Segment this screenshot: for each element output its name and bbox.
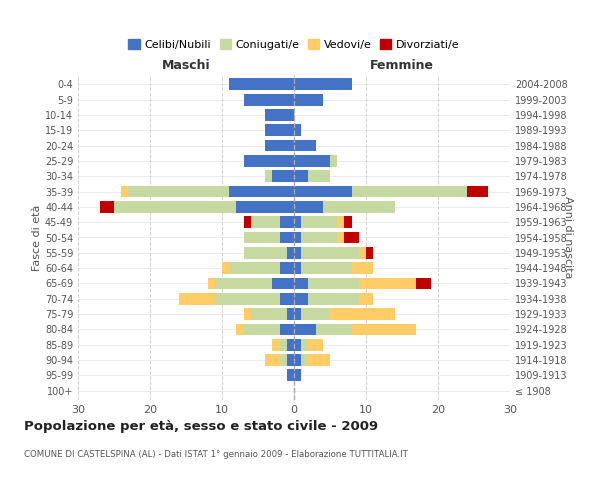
Bar: [287, 370, 294, 382]
Bar: [251, 308, 287, 320]
Legend: Celibi/Nubili, Coniugati/e, Vedovi/e, Divorziati/e: Celibi/Nubili, Coniugati/e, Vedovi/e, Di…: [124, 35, 464, 54]
Bar: [215, 278, 272, 289]
Bar: [280, 339, 287, 351]
Bar: [244, 94, 294, 106]
Bar: [265, 109, 294, 121]
Bar: [294, 140, 316, 151]
Bar: [294, 124, 301, 136]
Bar: [359, 247, 366, 259]
Bar: [294, 308, 301, 320]
Bar: [301, 354, 308, 366]
Bar: [265, 124, 294, 136]
Bar: [265, 140, 294, 151]
Bar: [280, 216, 294, 228]
Text: Femmine: Femmine: [370, 60, 434, 72]
Bar: [280, 293, 294, 305]
Bar: [337, 216, 344, 228]
Bar: [359, 278, 416, 289]
Bar: [294, 324, 316, 336]
Bar: [301, 216, 337, 228]
Bar: [352, 262, 373, 274]
Bar: [294, 155, 330, 167]
Bar: [308, 354, 330, 366]
Bar: [265, 170, 272, 182]
Bar: [467, 186, 488, 198]
Bar: [359, 293, 373, 305]
Bar: [229, 186, 294, 198]
Bar: [280, 232, 294, 243]
Text: COMUNE DI CASTELSPINA (AL) - Dati ISTAT 1° gennaio 2009 - Elaborazione TUTTITALI: COMUNE DI CASTELSPINA (AL) - Dati ISTAT …: [24, 450, 408, 459]
Bar: [128, 186, 229, 198]
Bar: [251, 216, 280, 228]
Bar: [308, 339, 323, 351]
Bar: [229, 262, 280, 274]
Bar: [294, 370, 301, 382]
Bar: [294, 262, 301, 274]
Bar: [294, 293, 308, 305]
Bar: [301, 262, 352, 274]
Bar: [272, 278, 294, 289]
Bar: [229, 78, 294, 90]
Bar: [294, 216, 301, 228]
Bar: [244, 216, 251, 228]
Bar: [100, 201, 114, 213]
Bar: [280, 354, 287, 366]
Y-axis label: Fasce di età: Fasce di età: [32, 204, 42, 270]
Bar: [294, 354, 301, 366]
Bar: [294, 339, 301, 351]
Bar: [294, 201, 323, 213]
Bar: [337, 232, 344, 243]
Bar: [366, 247, 373, 259]
Bar: [294, 78, 352, 90]
Bar: [208, 278, 215, 289]
Bar: [114, 201, 236, 213]
Text: Popolazione per età, sesso e stato civile - 2009: Popolazione per età, sesso e stato civil…: [24, 420, 378, 433]
Bar: [308, 278, 359, 289]
Bar: [287, 354, 294, 366]
Bar: [244, 155, 294, 167]
Bar: [280, 262, 294, 274]
Bar: [330, 155, 337, 167]
Bar: [244, 324, 280, 336]
Bar: [121, 186, 128, 198]
Bar: [352, 186, 467, 198]
Bar: [344, 232, 359, 243]
Bar: [301, 232, 337, 243]
Bar: [287, 247, 294, 259]
Bar: [308, 170, 330, 182]
Bar: [294, 170, 308, 182]
Bar: [236, 324, 244, 336]
Bar: [244, 232, 280, 243]
Bar: [330, 308, 395, 320]
Bar: [316, 324, 352, 336]
Bar: [287, 308, 294, 320]
Bar: [294, 278, 308, 289]
Bar: [294, 247, 301, 259]
Bar: [352, 324, 416, 336]
Y-axis label: Anni di nascita: Anni di nascita: [563, 196, 573, 279]
Text: Maschi: Maschi: [161, 60, 211, 72]
Bar: [294, 232, 301, 243]
Bar: [236, 201, 294, 213]
Bar: [280, 324, 294, 336]
Bar: [301, 247, 359, 259]
Bar: [287, 339, 294, 351]
Bar: [416, 278, 431, 289]
Bar: [344, 216, 352, 228]
Bar: [301, 308, 330, 320]
Bar: [308, 293, 359, 305]
Bar: [215, 293, 280, 305]
Bar: [222, 262, 229, 274]
Bar: [244, 308, 251, 320]
Bar: [244, 247, 287, 259]
Bar: [265, 354, 280, 366]
Bar: [179, 293, 215, 305]
Bar: [301, 339, 308, 351]
Bar: [272, 339, 280, 351]
Bar: [323, 201, 395, 213]
Bar: [294, 186, 352, 198]
Bar: [294, 94, 323, 106]
Bar: [272, 170, 294, 182]
